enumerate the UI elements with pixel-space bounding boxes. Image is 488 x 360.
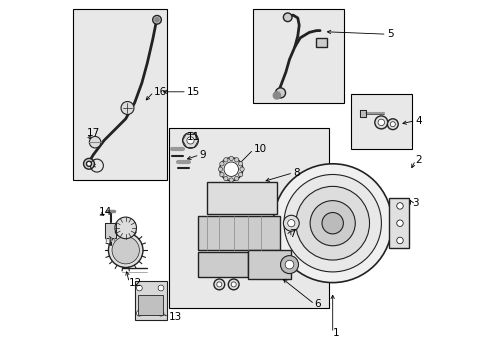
Text: 10: 10 (253, 144, 266, 154)
Circle shape (283, 215, 299, 231)
Circle shape (240, 167, 244, 171)
Circle shape (219, 158, 243, 181)
Bar (253, 9, 343, 103)
Circle shape (284, 175, 381, 272)
Circle shape (136, 285, 142, 291)
Circle shape (389, 122, 394, 127)
Text: 5: 5 (386, 29, 392, 39)
Bar (168, 128, 328, 308)
Text: 14: 14 (99, 207, 112, 217)
Circle shape (229, 156, 233, 161)
Text: 1: 1 (332, 328, 339, 338)
Circle shape (377, 119, 384, 126)
Circle shape (108, 233, 142, 267)
Circle shape (396, 220, 403, 226)
Bar (387, 198, 408, 248)
Circle shape (231, 282, 236, 287)
Circle shape (396, 203, 403, 209)
Circle shape (285, 260, 293, 269)
Circle shape (219, 172, 224, 177)
Circle shape (275, 88, 285, 98)
Circle shape (234, 158, 238, 162)
Bar (247, 250, 291, 279)
Circle shape (238, 172, 242, 177)
Circle shape (273, 92, 280, 99)
Bar (350, 94, 411, 149)
Text: 12: 12 (129, 278, 142, 288)
Circle shape (228, 279, 239, 290)
Circle shape (309, 201, 355, 246)
Circle shape (234, 176, 238, 181)
Circle shape (287, 220, 294, 227)
Text: 3: 3 (411, 198, 418, 208)
Circle shape (229, 178, 233, 182)
Text: 11: 11 (186, 132, 200, 142)
Circle shape (136, 310, 142, 316)
Text: 9: 9 (199, 150, 206, 160)
Circle shape (213, 279, 224, 290)
Circle shape (223, 158, 227, 162)
Circle shape (295, 186, 369, 260)
Bar (197, 216, 280, 250)
Circle shape (386, 119, 397, 130)
Circle shape (223, 176, 227, 181)
Circle shape (155, 18, 159, 22)
Circle shape (283, 13, 291, 22)
Circle shape (238, 162, 242, 166)
Circle shape (89, 136, 101, 148)
Text: 8: 8 (292, 168, 299, 178)
Bar (73, 9, 167, 180)
Circle shape (182, 132, 198, 148)
Circle shape (374, 116, 387, 129)
Circle shape (158, 285, 163, 291)
Circle shape (121, 102, 134, 114)
Text: 4: 4 (415, 116, 421, 126)
Circle shape (224, 162, 238, 176)
Bar (197, 252, 247, 277)
Text: 6: 6 (314, 299, 321, 309)
Circle shape (186, 137, 194, 144)
Circle shape (216, 282, 222, 287)
Text: 16: 16 (153, 87, 167, 97)
Circle shape (280, 256, 298, 274)
Circle shape (86, 161, 91, 166)
Bar (206, 182, 276, 214)
Bar (134, 281, 167, 320)
Circle shape (158, 310, 163, 316)
Circle shape (152, 15, 161, 24)
Text: 17: 17 (87, 128, 100, 138)
Polygon shape (104, 223, 115, 238)
Text: 2: 2 (415, 155, 421, 165)
Circle shape (112, 237, 139, 264)
Text: 7: 7 (289, 229, 296, 239)
Text: 15: 15 (186, 87, 200, 97)
Circle shape (115, 217, 136, 239)
Bar (316, 38, 326, 47)
Bar (138, 295, 163, 315)
Circle shape (273, 164, 391, 283)
Text: 13: 13 (168, 312, 182, 322)
Circle shape (322, 212, 343, 234)
Polygon shape (359, 110, 366, 117)
Circle shape (396, 237, 403, 244)
Circle shape (218, 167, 222, 171)
Circle shape (83, 158, 94, 169)
Circle shape (219, 162, 224, 166)
